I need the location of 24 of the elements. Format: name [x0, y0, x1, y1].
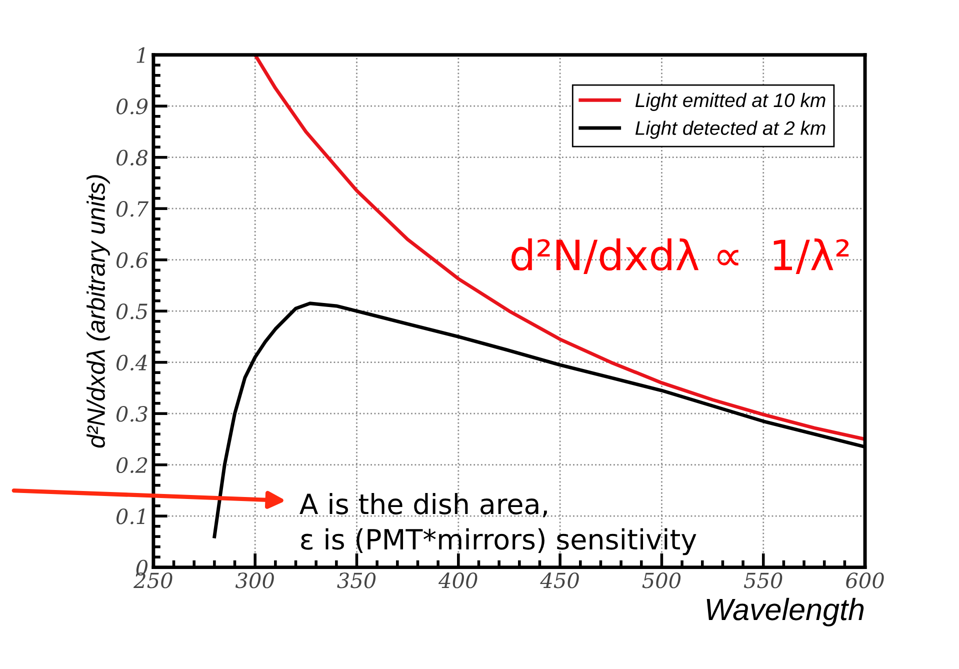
- annotation: A is the dish area, ε is (PMT*mirrors) sensitivity: [300, 492, 696, 556]
- annotation: d²N/dxdλ ∝ 1/λ²: [512, 238, 849, 274]
- y-tick-label: 1: [136, 47, 144, 63]
- x-tick-label: 600: [846, 572, 884, 588]
- y-tick-label: 0.3: [116, 406, 148, 422]
- x-tick-label: 300: [235, 572, 274, 588]
- x-tick-label: 450: [540, 572, 579, 588]
- y-tick-label: 0.1: [116, 508, 144, 524]
- x-axis-title: Wavelength: [706, 598, 864, 626]
- y-tick-label: 0.6: [116, 252, 148, 268]
- x-tick-label: 400: [438, 572, 478, 588]
- x-tick-label: 350: [337, 572, 376, 588]
- y-tick-label: 0.9: [116, 98, 148, 114]
- y-tick-label: 0.7: [116, 201, 149, 217]
- x-tick-label: 500: [642, 572, 681, 588]
- x-tick-label: 550: [744, 572, 782, 588]
- y-tick-label: 0.5: [116, 304, 148, 320]
- legend-label: Light detected at 2 km: [635, 120, 826, 139]
- legend-label: Light emitted at 10 km: [635, 92, 826, 111]
- y-tick-label: 0.2: [116, 457, 148, 474]
- y-tick-label: 0.8: [116, 150, 148, 166]
- line-series: [253, 54, 866, 441]
- y-axis-title: d²N/dxdλ (arbitrary units): [86, 175, 110, 448]
- y-tick-label: 0.4: [116, 354, 148, 371]
